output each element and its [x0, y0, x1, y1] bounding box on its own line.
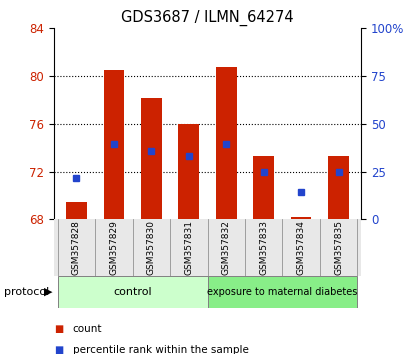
Title: GDS3687 / ILMN_64274: GDS3687 / ILMN_64274 — [121, 9, 294, 25]
Bar — [208, 276, 357, 308]
Text: GSM357828: GSM357828 — [72, 220, 81, 275]
Text: GSM357831: GSM357831 — [184, 220, 193, 275]
Text: percentile rank within the sample: percentile rank within the sample — [73, 346, 249, 354]
Bar — [254, 156, 274, 219]
Bar — [291, 217, 311, 219]
Text: count: count — [73, 324, 102, 334]
Text: GSM357832: GSM357832 — [222, 220, 231, 275]
Bar — [178, 124, 199, 219]
Text: GSM357830: GSM357830 — [147, 220, 156, 275]
Text: ▶: ▶ — [44, 287, 52, 297]
Text: control: control — [113, 287, 152, 297]
Text: exposure to maternal diabetes: exposure to maternal diabetes — [207, 287, 358, 297]
Bar — [141, 98, 161, 219]
Text: GSM357835: GSM357835 — [334, 220, 343, 275]
Bar — [104, 70, 124, 219]
Text: ■: ■ — [54, 324, 63, 334]
Text: GSM357834: GSM357834 — [297, 220, 305, 275]
Bar — [328, 156, 349, 219]
Bar — [66, 201, 87, 219]
Text: ■: ■ — [54, 346, 63, 354]
Text: protocol: protocol — [4, 287, 49, 297]
Bar — [58, 276, 208, 308]
Text: GSM357833: GSM357833 — [259, 220, 268, 275]
Bar — [216, 67, 237, 219]
Text: GSM357829: GSM357829 — [110, 220, 118, 275]
